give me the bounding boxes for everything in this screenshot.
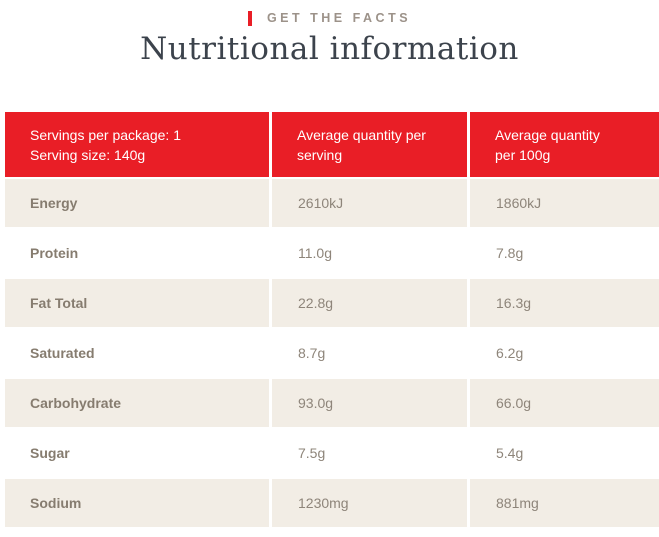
row-saturated-label: Saturated	[5, 329, 269, 377]
eyebrow-label: GET THE FACTS	[266, 11, 412, 25]
row-sugar-label: Sugar	[5, 429, 269, 477]
row-saturated-per-100g: 6.2g	[470, 329, 659, 377]
row-fat-total-label: Fat Total	[5, 279, 269, 327]
row-carbohydrate-per-serving: 93.0g	[272, 379, 467, 427]
row-fat-total-per-100g: 16.3g	[470, 279, 659, 327]
page-title: Nutritional information	[140, 31, 519, 67]
row-protein-per-100g: 7.8g	[470, 229, 659, 277]
red-bar-icon	[247, 10, 252, 26]
nutrition-table: Servings per package: 1 Serving size: 14…	[5, 112, 659, 527]
row-carbohydrate-per-100g: 66.0g	[470, 379, 659, 427]
row-sodium-per-100g: 881mg	[470, 479, 659, 527]
row-protein-per-serving: 11.0g	[272, 229, 467, 277]
row-energy-per-100g: 1860kJ	[470, 179, 659, 227]
table-header-per-100g: Average quantity per 100g	[470, 112, 659, 177]
row-sodium-per-serving: 1230mg	[272, 479, 467, 527]
row-sugar-per-100g: 5.4g	[470, 429, 659, 477]
row-saturated-per-serving: 8.7g	[272, 329, 467, 377]
row-fat-total-per-serving: 22.8g	[272, 279, 467, 327]
row-energy-per-serving: 2610kJ	[272, 179, 467, 227]
row-energy-label: Energy	[5, 179, 269, 227]
table-header-servings: Servings per package: 1 Serving size: 14…	[5, 112, 269, 177]
row-sodium-label: Sodium	[5, 479, 269, 527]
table-header-per-serving: Average quantity per serving	[272, 112, 467, 177]
section-eyebrow: GET THE FACTS	[0, 0, 659, 26]
row-carbohydrate-label: Carbohydrate	[5, 379, 269, 427]
row-protein-label: Protein	[5, 229, 269, 277]
row-sugar-per-serving: 7.5g	[272, 429, 467, 477]
